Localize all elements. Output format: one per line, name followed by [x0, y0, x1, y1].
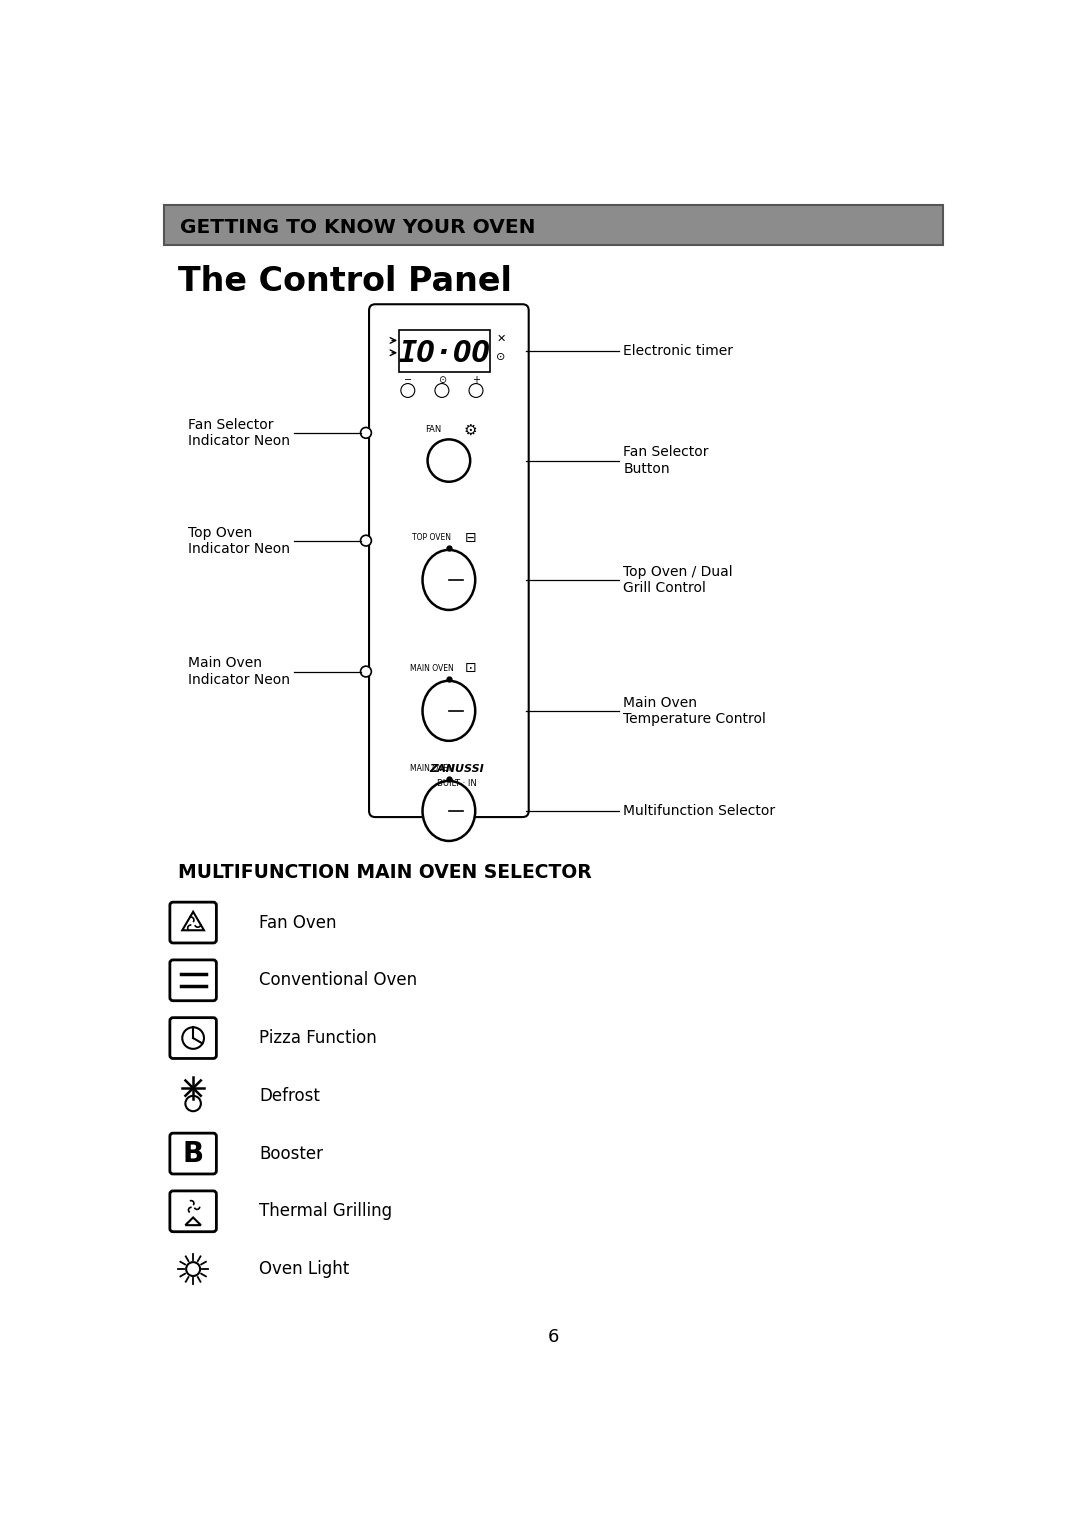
Text: Conventional Oven: Conventional Oven	[259, 972, 417, 989]
Text: IO·OO: IO·OO	[399, 339, 490, 368]
FancyBboxPatch shape	[170, 1018, 216, 1059]
Text: MAIN OVEN: MAIN OVEN	[410, 665, 454, 672]
Circle shape	[361, 428, 372, 439]
Text: Main Oven
Temperature Control: Main Oven Temperature Control	[623, 695, 766, 726]
FancyBboxPatch shape	[164, 205, 943, 244]
Ellipse shape	[422, 781, 475, 840]
Circle shape	[401, 384, 415, 397]
Text: FAN: FAN	[426, 425, 442, 434]
Text: Fan Oven: Fan Oven	[259, 914, 337, 932]
Text: B: B	[183, 1140, 204, 1167]
Text: Pizza Function: Pizza Function	[259, 1028, 377, 1047]
Text: Defrost: Defrost	[259, 1086, 320, 1105]
Text: The Control Panel: The Control Panel	[177, 266, 512, 298]
FancyBboxPatch shape	[170, 960, 216, 1001]
Bar	[399, 330, 490, 371]
Text: Top Oven / Dual
Grill Control: Top Oven / Dual Grill Control	[623, 565, 733, 594]
Text: Thermal Grilling: Thermal Grilling	[259, 1203, 392, 1221]
Text: MAIN OVEN: MAIN OVEN	[410, 764, 454, 773]
Text: ⊟: ⊟	[464, 530, 476, 544]
Text: Main Oven
Indicator Neon: Main Oven Indicator Neon	[188, 657, 291, 686]
Text: MULTIFUNCTION MAIN OVEN SELECTOR: MULTIFUNCTION MAIN OVEN SELECTOR	[177, 863, 592, 882]
FancyBboxPatch shape	[369, 304, 529, 817]
Text: ⚙: ⚙	[463, 422, 477, 437]
Circle shape	[435, 384, 449, 397]
Text: Booster: Booster	[259, 1144, 323, 1163]
Text: TOP OVEN: TOP OVEN	[413, 533, 451, 542]
Text: ⊡: ⊡	[464, 662, 476, 675]
Text: +: +	[472, 374, 480, 385]
Ellipse shape	[422, 681, 475, 741]
Text: Electronic timer: Electronic timer	[623, 344, 733, 358]
Circle shape	[469, 384, 483, 397]
Text: Top Oven
Indicator Neon: Top Oven Indicator Neon	[188, 526, 291, 556]
Text: BUILT · IN: BUILT · IN	[436, 779, 476, 788]
FancyBboxPatch shape	[170, 1190, 216, 1232]
Circle shape	[361, 666, 372, 677]
Text: Multifunction Selector: Multifunction Selector	[623, 804, 775, 817]
FancyBboxPatch shape	[170, 1134, 216, 1174]
Text: ✕: ✕	[496, 335, 505, 344]
Text: ⊙: ⊙	[437, 374, 446, 385]
Circle shape	[186, 1096, 201, 1111]
Ellipse shape	[422, 550, 475, 610]
FancyBboxPatch shape	[170, 902, 216, 943]
Text: GETTING TO KNOW YOUR OVEN: GETTING TO KNOW YOUR OVEN	[180, 219, 536, 237]
Text: ZANUSSI: ZANUSSI	[429, 764, 484, 773]
Circle shape	[186, 1262, 200, 1276]
Ellipse shape	[428, 440, 470, 481]
Text: Fan Selector
Button: Fan Selector Button	[623, 446, 708, 475]
Text: 6: 6	[548, 1328, 559, 1346]
Text: −: −	[404, 374, 411, 385]
Text: Oven Light: Oven Light	[259, 1261, 349, 1277]
Circle shape	[183, 1027, 204, 1048]
Text: ⊙: ⊙	[496, 351, 505, 362]
Circle shape	[361, 535, 372, 545]
Text: Fan Selector
Indicator Neon: Fan Selector Indicator Neon	[188, 417, 291, 448]
